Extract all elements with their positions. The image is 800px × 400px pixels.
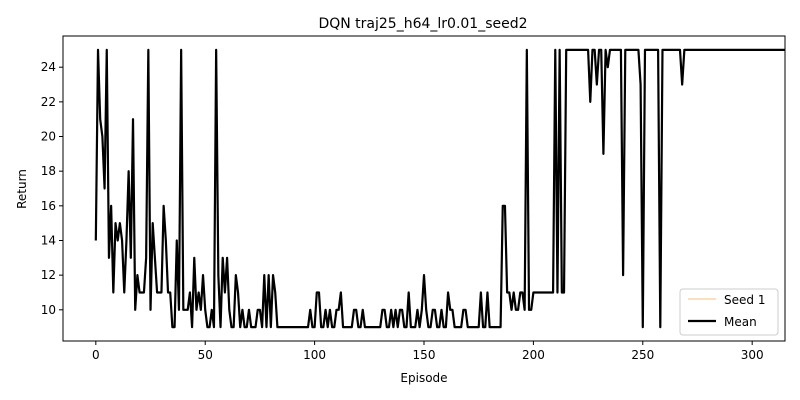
x-axis-label: Episode: [400, 371, 447, 385]
y-tick-label: 22: [41, 95, 56, 109]
legend-label-seed-1: Seed 1: [724, 293, 765, 307]
y-tick-label: 24: [41, 60, 56, 74]
y-tick-label: 18: [41, 164, 56, 178]
x-axis: 0 50 100 150 200 250 300: [92, 341, 764, 362]
x-tick-label: 300: [741, 348, 764, 362]
y-axis-label: Return: [15, 169, 29, 209]
y-axis: 10 12 14 16 18 20 22 24: [41, 60, 63, 317]
x-tick-label: 200: [522, 348, 545, 362]
x-tick-label: 150: [413, 348, 436, 362]
y-tick-label: 20: [41, 130, 56, 144]
y-tick-label: 10: [41, 303, 56, 317]
series-line-mean: [94, 48, 785, 329]
x-tick-label: 100: [303, 348, 326, 362]
y-tick-label: 16: [41, 199, 56, 213]
legend-box: [679, 288, 779, 336]
series-layer: [94, 48, 785, 329]
y-tick-label: 12: [41, 268, 56, 282]
x-tick-label: 250: [631, 348, 654, 362]
x-tick-label: 0: [92, 348, 100, 362]
y-tick-label: 14: [41, 233, 56, 247]
x-tick-label: 50: [198, 348, 213, 362]
chart-title: DQN traj25_h64_lr0.01_seed2: [318, 16, 527, 32]
legend: Seed 1 Mean: [679, 288, 779, 336]
legend-label-mean: Mean: [724, 315, 757, 329]
